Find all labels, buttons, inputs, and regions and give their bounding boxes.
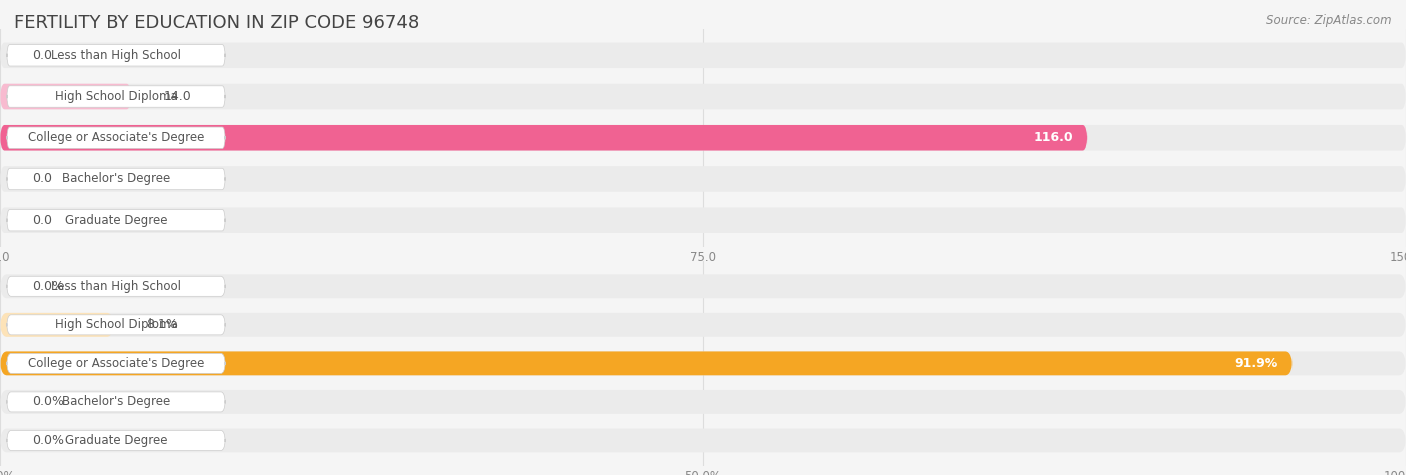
Text: Bachelor's Degree: Bachelor's Degree xyxy=(62,395,170,408)
Text: 0.0: 0.0 xyxy=(32,214,52,227)
FancyBboxPatch shape xyxy=(0,313,1406,337)
Text: 0.0%: 0.0% xyxy=(32,395,65,408)
FancyBboxPatch shape xyxy=(0,352,1292,375)
Text: High School Diploma: High School Diploma xyxy=(55,318,177,332)
Text: 0.0%: 0.0% xyxy=(32,434,65,447)
Text: Graduate Degree: Graduate Degree xyxy=(65,214,167,227)
FancyBboxPatch shape xyxy=(0,43,1406,68)
FancyBboxPatch shape xyxy=(7,209,225,231)
FancyBboxPatch shape xyxy=(7,430,225,450)
FancyBboxPatch shape xyxy=(0,428,1406,452)
FancyBboxPatch shape xyxy=(7,276,225,296)
Text: Graduate Degree: Graduate Degree xyxy=(65,434,167,447)
Text: 14.0: 14.0 xyxy=(163,90,191,103)
FancyBboxPatch shape xyxy=(0,390,1406,414)
Text: 8.1%: 8.1% xyxy=(146,318,177,332)
FancyBboxPatch shape xyxy=(7,392,225,412)
FancyBboxPatch shape xyxy=(0,125,1087,151)
FancyBboxPatch shape xyxy=(0,84,131,109)
Text: Less than High School: Less than High School xyxy=(51,280,181,293)
FancyBboxPatch shape xyxy=(0,313,114,337)
Text: FERTILITY BY EDUCATION IN ZIP CODE 96748: FERTILITY BY EDUCATION IN ZIP CODE 96748 xyxy=(14,14,419,32)
Text: College or Associate's Degree: College or Associate's Degree xyxy=(28,131,204,144)
FancyBboxPatch shape xyxy=(0,275,1406,298)
FancyBboxPatch shape xyxy=(7,45,225,66)
Text: 0.0: 0.0 xyxy=(32,172,52,185)
FancyBboxPatch shape xyxy=(7,127,225,149)
Text: College or Associate's Degree: College or Associate's Degree xyxy=(28,357,204,370)
FancyBboxPatch shape xyxy=(0,208,1406,233)
Text: 91.9%: 91.9% xyxy=(1234,357,1278,370)
Text: 116.0: 116.0 xyxy=(1033,131,1073,144)
Text: Source: ZipAtlas.com: Source: ZipAtlas.com xyxy=(1267,14,1392,27)
FancyBboxPatch shape xyxy=(0,352,1406,375)
FancyBboxPatch shape xyxy=(7,353,225,373)
Text: 0.0: 0.0 xyxy=(32,49,52,62)
FancyBboxPatch shape xyxy=(7,168,225,190)
Text: Bachelor's Degree: Bachelor's Degree xyxy=(62,172,170,185)
FancyBboxPatch shape xyxy=(0,166,1406,192)
Text: 0.0%: 0.0% xyxy=(32,280,65,293)
FancyBboxPatch shape xyxy=(0,125,1406,151)
FancyBboxPatch shape xyxy=(7,86,225,107)
Text: Less than High School: Less than High School xyxy=(51,49,181,62)
FancyBboxPatch shape xyxy=(7,315,225,335)
FancyBboxPatch shape xyxy=(0,84,1406,109)
Text: High School Diploma: High School Diploma xyxy=(55,90,177,103)
